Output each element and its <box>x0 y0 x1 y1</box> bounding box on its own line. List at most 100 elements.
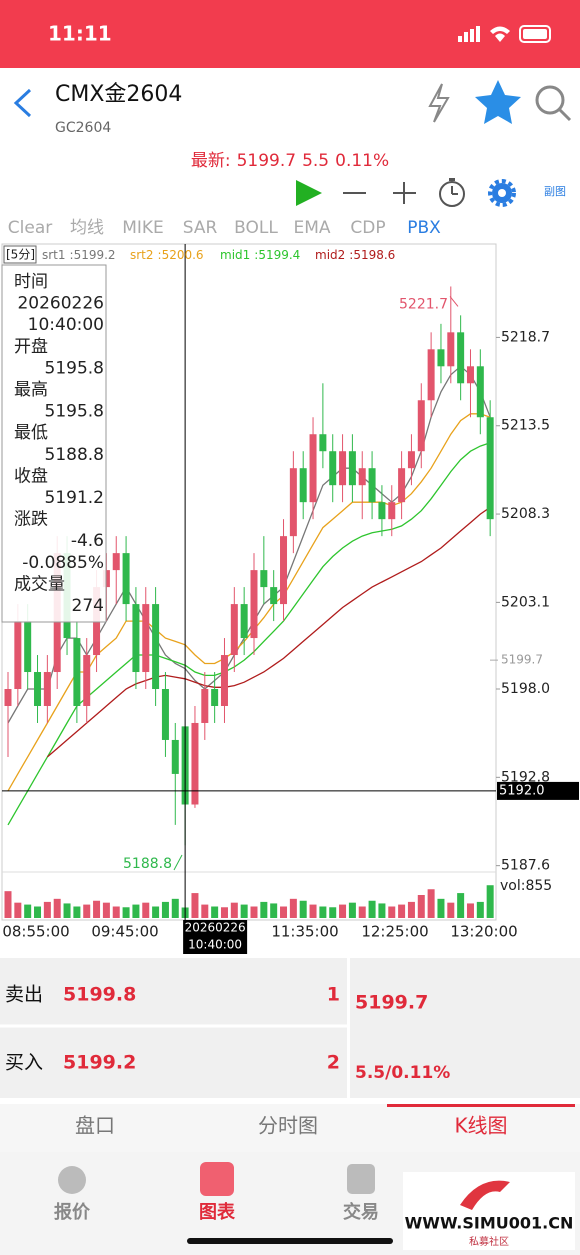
x-tick-label: 11:35:00 <box>271 923 338 941</box>
flash-icon[interactable] <box>428 83 450 123</box>
indicator-tab[interactable]: 均线 <box>70 218 104 238</box>
volume-bar <box>4 891 12 918</box>
info-row: 20260226 <box>17 294 104 314</box>
info-row: 5195.8 <box>45 358 104 378</box>
volume-bar <box>220 907 228 918</box>
candle-body <box>211 689 219 706</box>
x-tick-label: 09:45:00 <box>91 923 158 941</box>
tab[interactable]: 分时图 <box>258 1114 318 1138</box>
candle-body <box>358 468 366 486</box>
nav-label[interactable]: 图表 <box>199 1201 236 1223</box>
volume-bar <box>289 898 297 918</box>
volume-bar <box>447 902 455 918</box>
volume-bar <box>14 902 22 918</box>
volume-bar <box>93 900 101 918</box>
indicator-tab[interactable]: SAR <box>183 218 218 238</box>
book-last: 5199.7 <box>355 992 428 1014</box>
volume-bar <box>240 904 248 918</box>
indicator-tab[interactable]: CDP <box>350 218 385 238</box>
y-tick-label: 5203.1 <box>501 594 550 610</box>
candle-body <box>339 451 347 486</box>
indicator-tab[interactable]: EMA <box>293 218 330 238</box>
settings-icon[interactable] <box>488 179 516 207</box>
info-row: 涨跌 <box>14 510 48 530</box>
period-label: [5分] <box>6 248 35 262</box>
volume-bar <box>388 906 396 918</box>
info-row: 5188.8 <box>45 445 104 465</box>
status-bar <box>0 0 580 68</box>
candle-body <box>24 621 32 673</box>
candle-body <box>161 689 169 740</box>
legend-entry: mid1:5199.4 <box>220 248 300 262</box>
candle-body <box>329 451 337 486</box>
volume-bar <box>417 895 425 918</box>
indicator-tab[interactable]: PBX <box>407 218 441 238</box>
candle-body <box>270 587 278 605</box>
volume-bar <box>43 901 51 918</box>
subchart-button[interactable]: 副图 <box>544 185 566 198</box>
legend-value: 5198.6 <box>353 248 395 262</box>
x-tick-label: 12:25:00 <box>361 923 428 941</box>
info-box <box>1 264 107 623</box>
volume-bar <box>230 902 238 918</box>
info-row: 5191.2 <box>45 488 104 508</box>
candle-body <box>280 536 288 605</box>
volume-bar <box>457 893 465 918</box>
legend-name: mid1 <box>220 248 250 262</box>
candle-body <box>309 434 317 503</box>
candle-body <box>299 468 307 503</box>
info-row: -0.0885% <box>22 553 104 573</box>
quote-part: 5199.7 <box>237 151 296 171</box>
volume-bar <box>142 902 150 918</box>
volume-bar <box>270 903 278 918</box>
indicator-tab[interactable]: BOLL <box>234 218 278 238</box>
volume-bar <box>339 904 347 918</box>
y-tick-label: 5208.3 <box>501 506 550 522</box>
volume-bar <box>152 906 160 918</box>
nav-label[interactable]: 报价 <box>54 1201 91 1223</box>
volume-bar <box>112 906 120 918</box>
info-row: 5195.8 <box>45 402 104 422</box>
legend-value: 5200.6 <box>162 248 204 262</box>
nav-icon <box>200 1162 234 1196</box>
x-tick-label: 13:20:00 <box>450 923 517 941</box>
volume-bar <box>309 904 317 918</box>
volume-bar <box>437 898 445 918</box>
zoom-in[interactable] <box>393 182 416 204</box>
volume-bar <box>191 893 199 918</box>
volume-bar <box>211 906 219 918</box>
timer-icon[interactable] <box>439 178 465 207</box>
ma-line <box>7 365 491 724</box>
volume-bar <box>378 903 386 918</box>
indicator-tab[interactable]: Clear <box>8 218 52 238</box>
info-row: 开盘 <box>14 337 48 357</box>
play-button[interactable] <box>296 180 322 206</box>
instrument-title: CMX金2604 <box>55 82 182 107</box>
info-row: 成交量 <box>14 574 65 594</box>
crosshair-date: 20260226 <box>185 921 246 935</box>
volume-bar <box>319 906 327 918</box>
favorite-icon[interactable] <box>475 80 521 124</box>
candle-body <box>319 434 327 452</box>
volume-bar <box>73 906 81 918</box>
search-icon[interactable] <box>535 85 572 122</box>
info-row: 收盘 <box>14 466 48 486</box>
volume-bar <box>299 900 307 918</box>
tab[interactable]: K线图 <box>454 1114 507 1138</box>
last-price-label: 5199.7 <box>501 653 543 667</box>
tab[interactable]: 盘口 <box>75 1114 115 1138</box>
indicator-tab[interactable]: MIKE <box>122 218 164 238</box>
status-icons <box>458 25 551 43</box>
candle-body <box>466 366 474 384</box>
tab-indicator <box>387 1104 575 1107</box>
legend-sep: : <box>254 248 258 262</box>
legend-sep: : <box>158 248 162 262</box>
back-button[interactable] <box>13 88 32 118</box>
legend-value: 5199.2 <box>74 248 116 262</box>
orderbook-bg <box>0 958 580 1098</box>
volume-bar <box>161 901 169 918</box>
low-pointer <box>173 854 183 871</box>
nav-label[interactable]: 交易 <box>343 1201 379 1223</box>
candle-body <box>73 638 81 706</box>
